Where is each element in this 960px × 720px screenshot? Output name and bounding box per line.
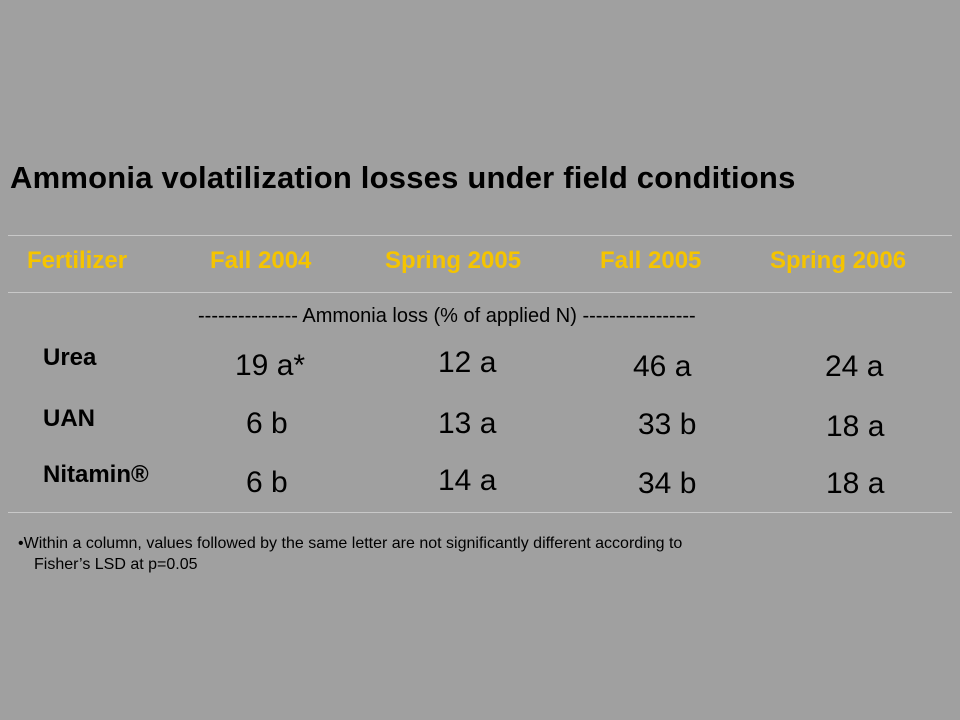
cell-urea-fall-2004: 19 a* — [235, 349, 306, 382]
cell-uan-fall-2005: 33 b — [638, 408, 697, 441]
row-label-uan: UAN — [43, 405, 95, 432]
header-fall-2004: Fall 2004 — [210, 247, 312, 274]
header-rule — [8, 292, 952, 293]
footnote-line-2: Fisher’s LSD at p=0.05 — [34, 556, 198, 573]
header-spring-2005: Spring 2005 — [385, 247, 522, 274]
top-rule — [8, 235, 952, 236]
bottom-rule — [8, 512, 952, 513]
cell-uan-spring-2006: 18 a — [826, 410, 885, 443]
cell-nitamin-fall-2004: 6 b — [246, 466, 288, 499]
cell-uan-spring-2005: 13 a — [438, 407, 497, 440]
cell-nitamin-fall-2005: 34 b — [638, 467, 697, 500]
header-fall-2005: Fall 2005 — [600, 247, 702, 274]
cell-nitamin-spring-2005: 14 a — [438, 464, 497, 497]
units-row: --------------- Ammonia loss (% of appli… — [198, 305, 696, 327]
slide-title: Ammonia volatilization losses under fiel… — [10, 160, 796, 195]
header-spring-2006: Spring 2006 — [770, 247, 907, 274]
footnote-line-1: •Within a column, values followed by the… — [18, 535, 683, 552]
cell-urea-spring-2005: 12 a — [438, 346, 497, 379]
cell-urea-fall-2005: 46 a — [633, 350, 692, 383]
cell-uan-fall-2004: 6 b — [246, 407, 288, 440]
cell-nitamin-spring-2006: 18 a — [826, 467, 885, 500]
cell-urea-spring-2006: 24 a — [825, 350, 884, 383]
row-label-urea: Urea — [43, 344, 97, 371]
row-label-nitamin: Nitamin® — [43, 461, 149, 488]
footnote: •Within a column, values followed by the… — [18, 533, 938, 575]
header-fertilizer: Fertilizer — [27, 247, 128, 274]
